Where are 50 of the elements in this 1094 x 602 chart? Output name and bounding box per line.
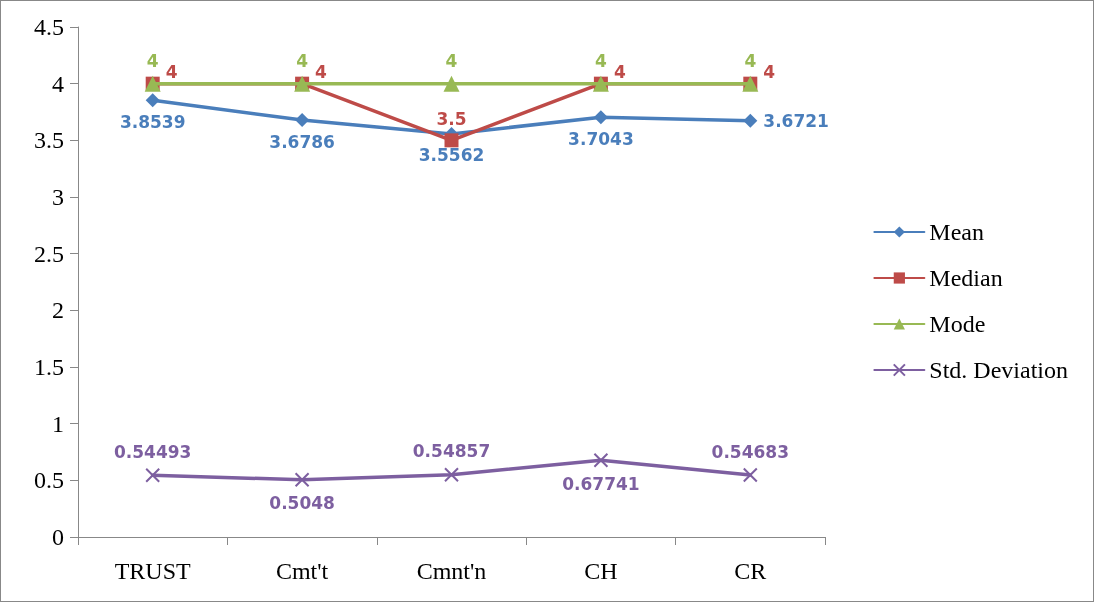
point xyxy=(295,113,310,128)
y-tick-label: 4.5 xyxy=(34,14,64,40)
data-label: 3.6786 xyxy=(269,131,335,152)
data-label: 4 xyxy=(146,51,159,72)
data-label: 0.5048 xyxy=(269,493,335,514)
data-label: 3.5562 xyxy=(418,145,485,166)
data-label: 3.7043 xyxy=(568,128,634,149)
data-label: 0.54683 xyxy=(711,441,790,462)
data-label: 4 xyxy=(613,61,626,82)
data-label: 0.67741 xyxy=(562,473,640,494)
x-tick-label: TRUST xyxy=(114,558,192,584)
legend-label: Std. Deviation xyxy=(929,357,1068,383)
legend-label: Mean xyxy=(929,219,984,245)
data-label: 0.54857 xyxy=(412,441,491,462)
y-tick-label: 4 xyxy=(52,70,64,97)
legend-label: Mode xyxy=(929,311,986,337)
x-tick-label: Cmnt'n xyxy=(416,558,487,584)
point xyxy=(593,110,608,125)
point xyxy=(145,93,160,108)
x-tick-label: CH xyxy=(584,558,618,584)
data-label: 4 xyxy=(594,51,607,72)
point xyxy=(742,467,758,483)
data-label: 4 xyxy=(165,61,178,82)
point xyxy=(145,467,161,483)
data-label: 4 xyxy=(744,51,757,72)
y-tick-label: 2 xyxy=(52,297,64,324)
y-tick-label: 3 xyxy=(52,184,64,210)
y-tick-label: 1 xyxy=(52,410,64,437)
data-label: 0.54493 xyxy=(113,441,192,462)
y-tick-label: 2.5 xyxy=(34,240,64,267)
point xyxy=(444,467,459,483)
point xyxy=(743,113,758,128)
data-label: 4 xyxy=(315,61,328,82)
point xyxy=(444,133,459,148)
x-tick-label: CR xyxy=(734,558,767,584)
data-label: 4 xyxy=(296,51,309,72)
y-tick-label: 0 xyxy=(52,524,64,550)
y-tick-label: 3.5 xyxy=(34,127,64,154)
point xyxy=(294,472,310,488)
data-label: 3.6721 xyxy=(763,110,829,131)
data-label: 3.5 xyxy=(436,108,467,129)
y-tick-label: 1.5 xyxy=(34,354,64,380)
y-tick-label: 0.5 xyxy=(34,467,64,494)
point xyxy=(593,452,609,468)
data-label: 4 xyxy=(763,61,776,82)
legend-label: Median xyxy=(929,265,1003,291)
point xyxy=(443,75,460,92)
data-label: 3.8539 xyxy=(119,111,186,132)
x-tick-label: Cmt't xyxy=(275,558,329,584)
data-label: 4 xyxy=(445,51,458,72)
